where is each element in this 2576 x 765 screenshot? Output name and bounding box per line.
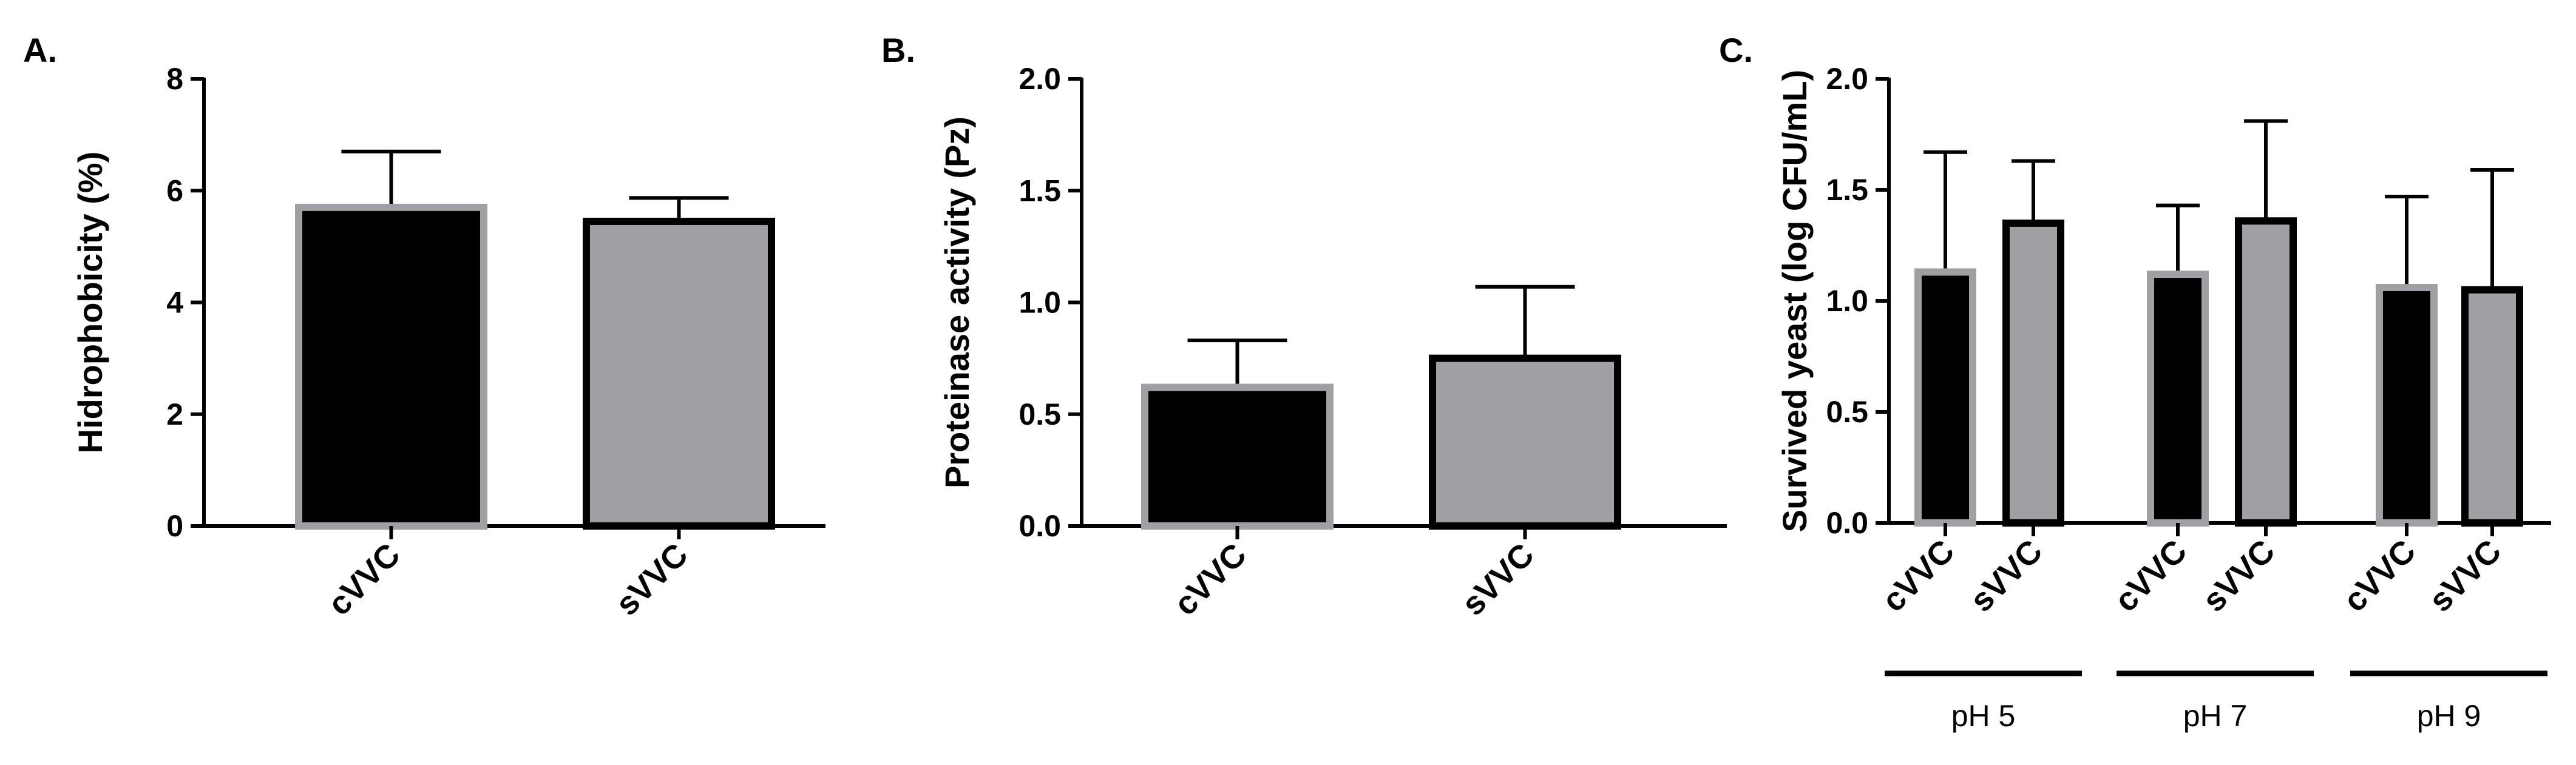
y-axis-label: Survived yeast (log CFU/mL) — [1775, 70, 1814, 532]
y-tick-label: 0 — [166, 509, 183, 543]
group-label: pH 9 — [2417, 699, 2481, 733]
group-label: pH 7 — [2183, 699, 2248, 733]
x-tick-label: sVVC — [1963, 533, 2049, 619]
y-axis-label: Hidrophobicity (%) — [71, 152, 109, 454]
y-tick-label: 6 — [166, 174, 183, 207]
y-tick-label: 2.0 — [1019, 62, 1061, 96]
bar — [2235, 217, 2297, 527]
x-tick-label: sVVC — [2422, 533, 2508, 619]
y-axis-label: Proteinase activity (Pz) — [938, 116, 976, 488]
bar — [1914, 268, 1976, 527]
y-tick-label: 0.0 — [1019, 509, 1061, 543]
y-tick-label: 0.0 — [1826, 506, 1868, 540]
y-tick-label: 1.0 — [1019, 286, 1061, 320]
x-tick-label: sVVC — [609, 536, 695, 622]
panel-letter: C. — [1719, 31, 1753, 69]
y-tick-label: 2.0 — [1826, 62, 1868, 96]
bar — [2147, 271, 2209, 527]
x-tick-label: sVVC — [2195, 533, 2282, 619]
y-tick-label: 1.5 — [1826, 173, 1868, 207]
x-tick-label: cVVC — [321, 536, 407, 622]
bar — [2376, 284, 2438, 527]
x-tick-label: cVVC — [2336, 533, 2422, 619]
bar — [2461, 286, 2523, 527]
panel-letter: A. — [23, 31, 57, 69]
bar — [583, 217, 775, 530]
group-label: pH 5 — [1951, 699, 2016, 733]
x-tick-label: cVVC — [1875, 533, 1961, 619]
bar — [295, 203, 487, 530]
y-tick-label: 8 — [166, 62, 183, 96]
bar — [1429, 354, 1621, 530]
y-tick-label: 1.0 — [1826, 284, 1868, 318]
panel-letter: B. — [881, 31, 915, 69]
y-tick-label: 0.5 — [1826, 395, 1868, 429]
x-tick-label: cVVC — [2107, 533, 2194, 619]
bar — [1141, 383, 1334, 530]
x-tick-label: cVVC — [1167, 536, 1253, 622]
y-tick-label: 1.5 — [1019, 174, 1061, 207]
x-tick-label: sVVC — [1455, 536, 1541, 622]
y-tick-label: 4 — [166, 286, 183, 320]
bar — [2002, 219, 2064, 527]
y-tick-label: 0.5 — [1019, 397, 1061, 431]
y-tick-label: 2 — [166, 397, 183, 431]
